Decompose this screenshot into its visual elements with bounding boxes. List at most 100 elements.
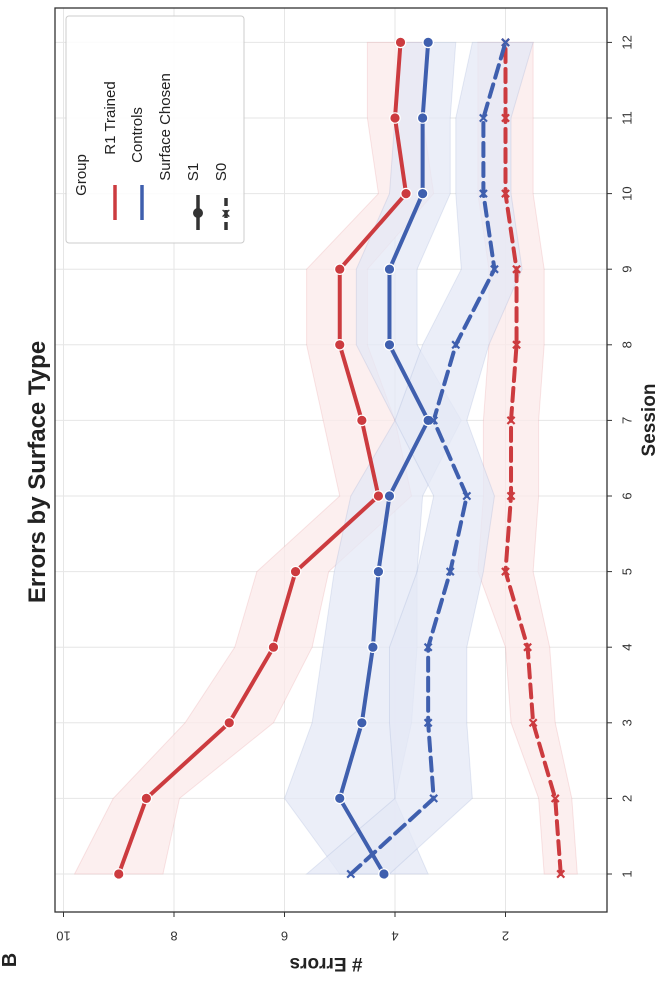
point-r1-trained-s0-session-1 — [556, 869, 566, 879]
error-ticks: 2 4 6 8 10 — [56, 912, 509, 943]
point-r1-trained-s1-session-7 — [356, 414, 368, 427]
legend: Group R1 Trained Controls Surface Chosen… — [65, 15, 245, 244]
point-r1-trained-s0-session-5-stroke-b — [501, 567, 510, 576]
ci-band-controls-s0 — [305, 41, 534, 875]
tick-label-session-7: 7 — [620, 417, 635, 424]
point-controls-s1-session-7 — [422, 414, 434, 427]
legend-s0-marker: ✕ — [221, 206, 232, 221]
point-controls-s0-session-7-stroke-b — [429, 416, 439, 425]
point-r1-trained-s0-session-4-stroke-b — [523, 642, 532, 652]
point-controls-s0-session-6 — [462, 491, 472, 501]
point-controls-s0-session-2-stroke-b — [429, 794, 439, 803]
point-controls-s0-session-11-stroke-b — [479, 113, 488, 123]
point-controls-s0-session-12-stroke-b — [501, 38, 510, 47]
point-r1-trained-s1-session-9 — [333, 263, 346, 275]
point-r1-trained-s0-session-11 — [501, 113, 510, 123]
point-r1-trained-s1-session-1 — [112, 868, 125, 880]
point-r1-trained-s0-session-10 — [501, 189, 510, 198]
point-r1-trained-s0-session-11-stroke-b — [501, 113, 510, 123]
point-r1-trained-s0-session-6 — [506, 491, 516, 501]
series-lines — [116, 40, 563, 876]
plot-frame — [54, 7, 608, 913]
point-r1-trained-s0-session-1-stroke-b — [556, 869, 566, 879]
tick-label-session-10: 10 — [620, 186, 635, 200]
point-controls-s1-session-12 — [422, 36, 434, 49]
point-r1-trained-s0-session-5 — [501, 567, 510, 576]
tick-label-session-8: 8 — [620, 341, 635, 348]
chart-title: Errors by Surface Type — [24, 341, 51, 603]
series-line-controls-s1 — [337, 40, 431, 876]
point-controls-s0-session-10 — [479, 189, 488, 198]
point-controls-s1-session-4 — [367, 641, 379, 653]
point-controls-s0-session-7 — [429, 416, 439, 425]
legend-s0-label: S0 — [213, 163, 230, 181]
point-controls-s0-session-1 — [346, 869, 356, 879]
legend-r1-trained-label: R1 Trained — [102, 81, 119, 154]
point-r1-trained-s0-session-8-stroke-b — [512, 340, 521, 350]
point-r1-trained-s0-session-9 — [512, 264, 521, 274]
legend-s1-marker — [193, 208, 203, 218]
y-axis-label: # Errors — [290, 953, 363, 974]
tick-label-errors-8: 8 — [170, 928, 177, 943]
series-line-controls-s0 — [348, 40, 508, 876]
point-r1-trained-s0-session-4 — [523, 642, 532, 652]
point-controls-s1-session-6 — [383, 490, 396, 502]
panel-label: B — [0, 953, 21, 967]
x-axis-label: Session — [639, 384, 660, 457]
point-controls-s1-session-9 — [383, 263, 396, 275]
series-line-r1-trained-s0 — [503, 40, 563, 876]
tick-label-session-5: 5 — [620, 568, 635, 575]
point-controls-s1-session-11 — [416, 112, 429, 124]
tick-label-errors-10: 10 — [56, 928, 70, 943]
point-controls-s0-session-9-stroke-b — [490, 264, 499, 274]
point-controls-s0-session-11 — [479, 113, 488, 123]
tick-label-session-6: 6 — [620, 492, 635, 499]
legend-box — [65, 15, 245, 244]
point-r1-trained-s1-session-4 — [267, 641, 280, 653]
tick-label-errors-2: 2 — [502, 928, 509, 943]
tick-label-session-12: 12 — [620, 35, 635, 49]
point-r1-trained-s1-session-2 — [140, 792, 153, 805]
point-r1-trained-s0-session-3 — [528, 718, 538, 728]
point-controls-s1-session-2 — [333, 792, 346, 805]
point-controls-s0-session-8 — [451, 340, 461, 350]
point-controls-s1-session-10 — [416, 187, 429, 200]
point-r1-trained-s0-session-9-stroke-b — [512, 264, 521, 274]
point-r1-trained-s1-session-10 — [400, 187, 412, 200]
point-controls-s0-session-5-stroke-b — [445, 567, 455, 576]
point-r1-trained-s0-session-3-stroke-b — [528, 718, 538, 728]
point-controls-s0-session-8-stroke-b — [451, 340, 461, 350]
point-r1-trained-s1-session-11 — [389, 112, 401, 124]
point-controls-s1-session-8 — [383, 338, 396, 351]
point-controls-s0-session-3 — [423, 718, 433, 728]
point-controls-s0-session-3-stroke-b — [423, 718, 433, 728]
tick-label-session-1: 1 — [620, 870, 635, 877]
point-r1-trained-s0-session-7-stroke-b — [506, 416, 516, 425]
point-controls-s1-session-1 — [378, 868, 390, 880]
tick-label-session-4: 4 — [620, 644, 635, 651]
point-controls-s0-session-9 — [490, 264, 499, 274]
tick-label-session-2: 2 — [620, 795, 635, 802]
tick-label-session-9: 9 — [620, 266, 635, 273]
point-r1-trained-s1-session-6 — [372, 490, 385, 502]
legend-s1-label: S1 — [185, 163, 202, 181]
legend-controls-label: Controls — [129, 107, 146, 163]
point-controls-s0-session-4 — [423, 642, 433, 652]
legend-group-title: Group — [73, 154, 90, 196]
point-controls-s0-session-5 — [445, 567, 455, 576]
point-r1-trained-s0-session-10-stroke-b — [501, 189, 510, 198]
point-r1-trained-s0-session-8 — [512, 340, 521, 350]
point-r1-trained-s0-session-7 — [506, 416, 516, 425]
point-r1-trained-s1-session-5 — [289, 565, 302, 578]
tick-label-errors-4: 4 — [391, 928, 398, 943]
point-r1-trained-s0-session-2 — [550, 794, 560, 803]
legend-style-title: Surface Chosen — [157, 73, 174, 181]
confidence-bands — [73, 41, 578, 875]
point-controls-s0-session-1-stroke-b — [346, 869, 356, 879]
point-controls-s1-session-3 — [356, 716, 368, 729]
point-r1-trained-s1-session-12 — [394, 36, 407, 49]
point-controls-s0-session-2 — [429, 794, 439, 803]
point-controls-s0-session-10-stroke-b — [479, 189, 488, 198]
point-r1-trained-s0-session-2-stroke-b — [550, 794, 560, 803]
